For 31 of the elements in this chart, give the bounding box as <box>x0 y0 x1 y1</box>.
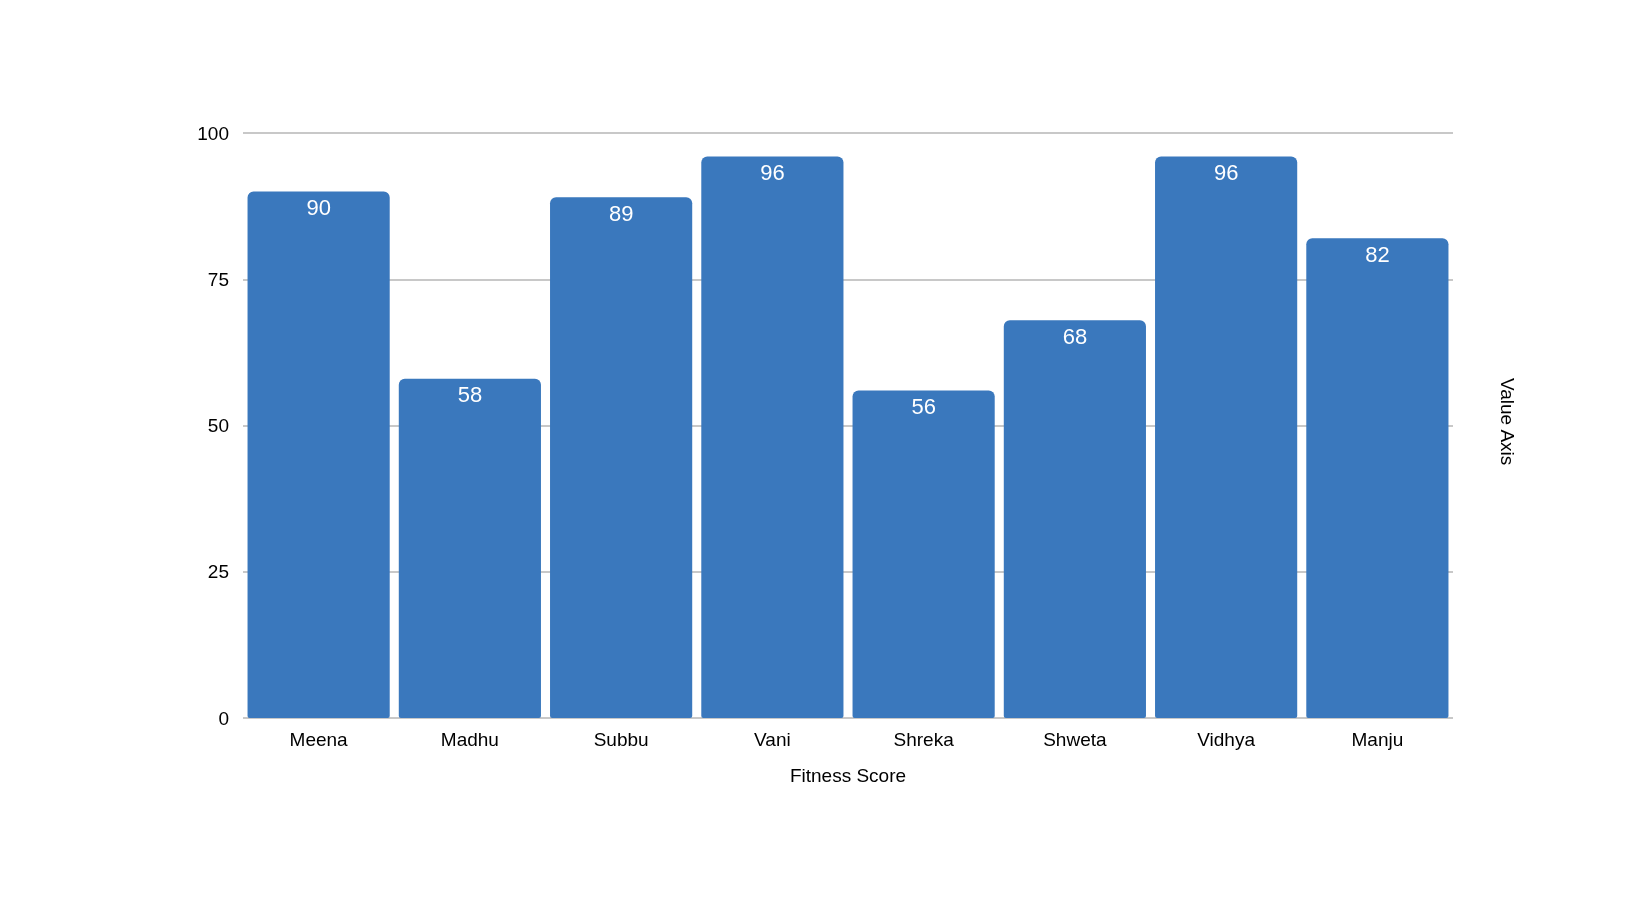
y-tick-label: 0 <box>218 707 229 729</box>
bar <box>701 156 844 718</box>
bar <box>1306 238 1449 718</box>
bar <box>247 191 390 718</box>
data-label: 89 <box>608 200 634 226</box>
x-tick-label: Meena <box>289 729 349 750</box>
y-tick-label: 75 <box>207 268 229 290</box>
data-label: 96 <box>1213 159 1239 185</box>
bar <box>1003 320 1146 718</box>
y-axis-title: Value Axis <box>1497 378 1518 466</box>
y-tick-label: 25 <box>207 561 229 583</box>
bar <box>550 197 693 718</box>
bar <box>1155 156 1298 718</box>
y-tick-label: 100 <box>197 122 229 144</box>
x-tick-label: Manju <box>1351 729 1404 750</box>
data-label: 68 <box>1062 323 1088 349</box>
bar <box>398 378 541 718</box>
x-tick-label: Shweta <box>1043 729 1107 750</box>
data-label: 56 <box>911 393 936 419</box>
x-axis-title: Fitness Score <box>789 765 907 786</box>
y-tick-label: 50 <box>207 415 229 436</box>
bar <box>852 390 995 718</box>
x-tick-label: Vidhya <box>1197 729 1256 750</box>
x-tick-label: Vani <box>754 729 791 750</box>
x-tick-label: Madhu <box>440 729 499 750</box>
x-tick-label: Subbu <box>593 729 649 750</box>
data-label: 90 <box>306 195 331 220</box>
data-label: 82 <box>1365 241 1390 267</box>
data-label: 96 <box>760 159 785 185</box>
x-tick-label: Shreka <box>893 729 955 750</box>
data-label: 58 <box>457 382 483 408</box>
